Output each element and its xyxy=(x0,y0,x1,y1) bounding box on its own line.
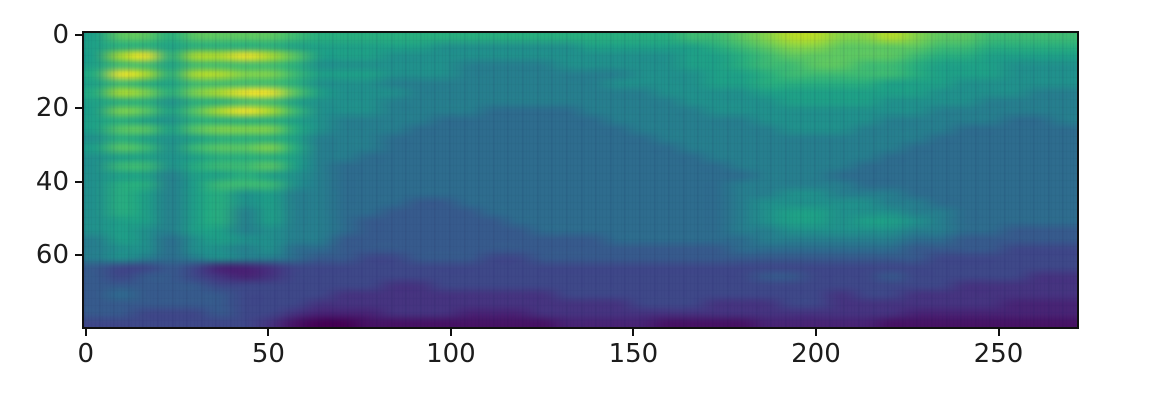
y-tick-mark xyxy=(75,180,82,183)
plot-frame xyxy=(82,31,1079,329)
x-tick-mark xyxy=(814,329,817,336)
x-tick-label: 100 xyxy=(426,339,476,369)
y-tick-label: 0 xyxy=(52,19,69,50)
x-tick-label: 250 xyxy=(973,339,1024,369)
y-tick-label: 40 xyxy=(35,166,69,197)
x-tick-label: 0 xyxy=(77,339,95,369)
x-tick-mark xyxy=(267,329,270,336)
y-tick-label: 60 xyxy=(35,240,69,271)
y-tick-label: 20 xyxy=(35,93,69,124)
x-tick-label: 200 xyxy=(791,339,841,369)
y-tick-mark xyxy=(75,33,82,36)
x-tick-mark xyxy=(632,329,635,336)
x-tick-mark xyxy=(84,329,87,336)
heatmap-image xyxy=(84,33,1077,327)
x-tick-mark xyxy=(449,329,452,336)
x-tick-label: 50 xyxy=(251,339,285,369)
y-tick-mark xyxy=(75,254,82,257)
y-tick-mark xyxy=(75,107,82,110)
x-tick-label: 150 xyxy=(608,339,659,369)
x-tick-mark xyxy=(997,329,1000,336)
